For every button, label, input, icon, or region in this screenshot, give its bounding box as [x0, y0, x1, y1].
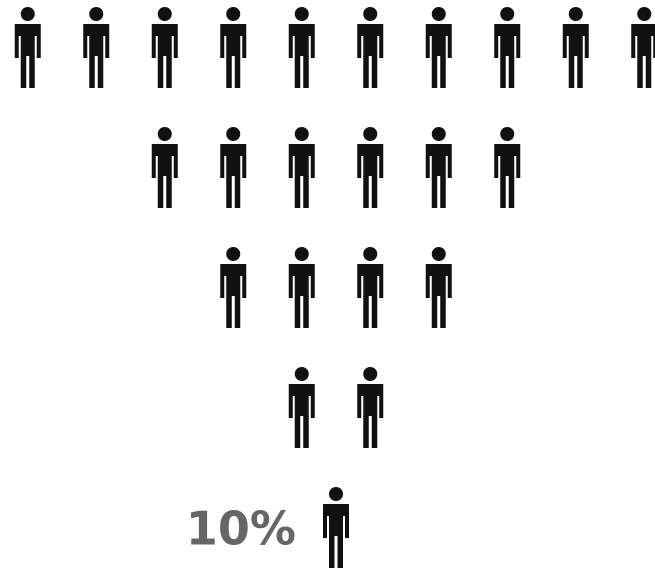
person-icon [323, 487, 349, 568]
icon-row [151, 127, 521, 208]
person-icon [357, 367, 384, 448]
person-icon [357, 127, 384, 208]
person-icon [288, 7, 315, 88]
person-icon [425, 7, 452, 88]
person-icon [220, 127, 247, 208]
person-icon [357, 7, 384, 88]
person-icon [494, 7, 521, 88]
person-icon [425, 247, 452, 328]
value-label: 10% [186, 502, 296, 556]
icon-row [220, 247, 452, 328]
person-icon [288, 127, 315, 208]
person-icon [288, 367, 315, 448]
person-icon [631, 7, 655, 88]
icon-row [288, 367, 384, 448]
person-icon [14, 7, 41, 88]
icon-row [323, 487, 349, 568]
person-icon [151, 127, 178, 208]
person-icon [425, 127, 452, 208]
person-icon [562, 7, 589, 88]
icon-row [14, 7, 655, 88]
person-icon [220, 247, 247, 328]
person-icon [357, 247, 384, 328]
person-icon [151, 7, 178, 88]
person-icon [83, 7, 110, 88]
person-icon [288, 247, 315, 328]
person-icon [220, 7, 247, 88]
person-icon [494, 127, 521, 208]
